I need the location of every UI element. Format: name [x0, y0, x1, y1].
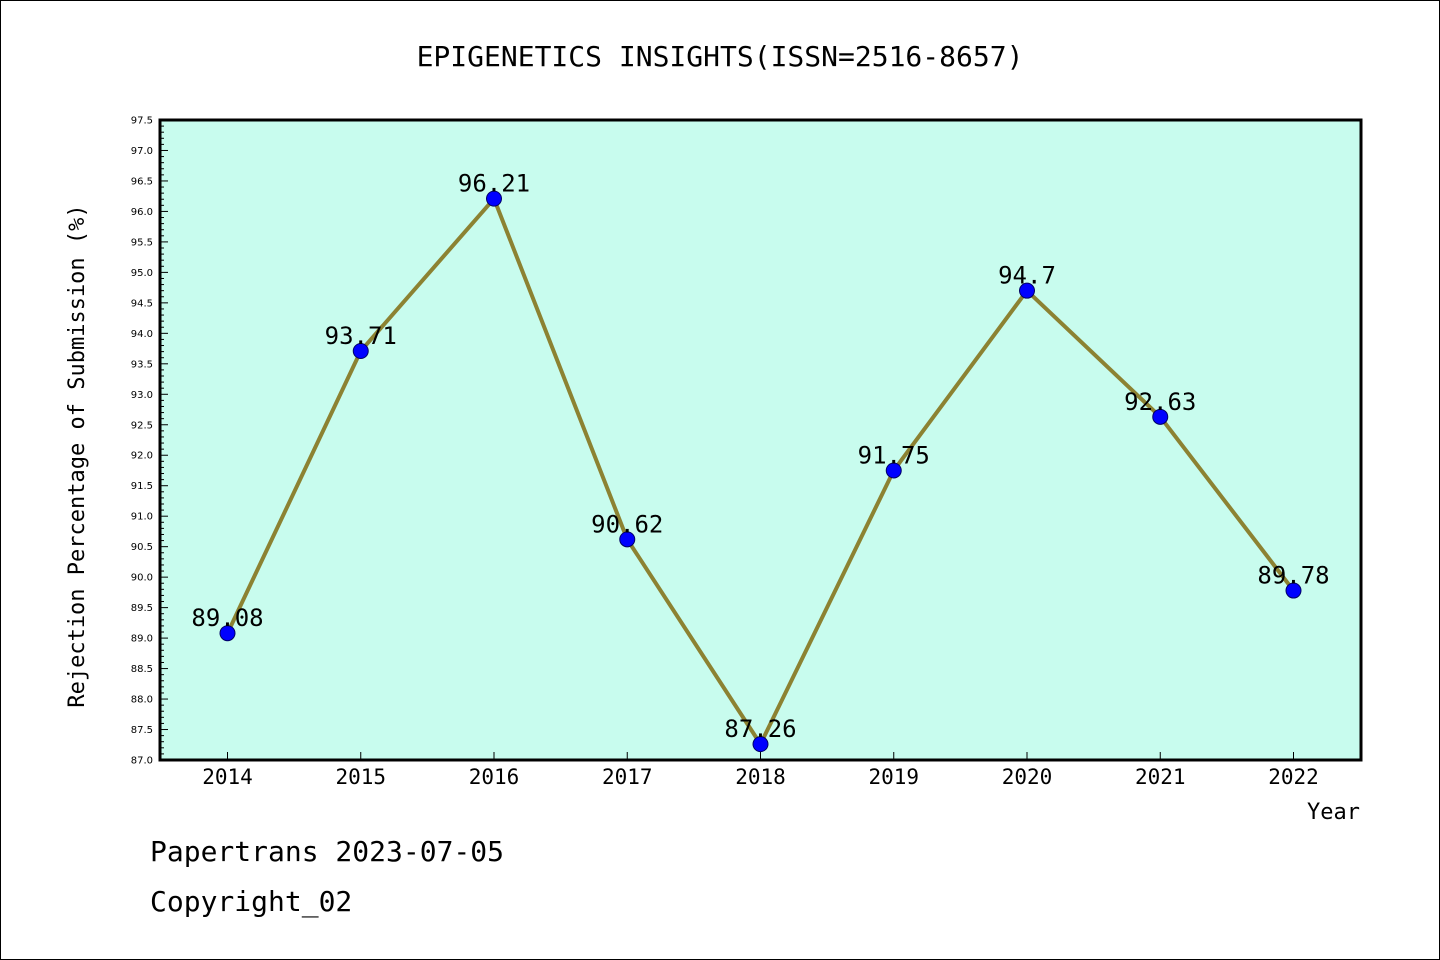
- data-label-2021: 92.63: [1124, 388, 1196, 416]
- y-tick-label: 88.0: [131, 695, 153, 706]
- plot-border: [158, 118, 1363, 762]
- y-tick-label: 95.5: [131, 237, 153, 248]
- data-label-2018: 87.26: [724, 715, 796, 743]
- x-tick-label: 2022: [1268, 765, 1319, 789]
- x-tick-label: 2020: [1002, 765, 1053, 789]
- x-tick-label: 2015: [335, 765, 386, 789]
- y-tick-label: 93.0: [131, 390, 153, 401]
- data-label-2019: 91.75: [858, 441, 930, 469]
- x-tick-label: 2021: [1135, 765, 1186, 789]
- data-label-2022: 89.78: [1257, 562, 1329, 590]
- y-tick-label: 88.5: [131, 664, 153, 675]
- y-tick-label: 90.5: [131, 542, 153, 553]
- data-point-2015: [352, 343, 369, 360]
- y-tick-label: 97.0: [131, 146, 153, 157]
- y-axis-label: Rejection Percentage of Submission (%): [65, 204, 90, 707]
- x-tick-label: 2018: [735, 765, 786, 789]
- data-point-2022: [1285, 582, 1302, 599]
- chart-title: EPIGENETICS INSIGHTS(ISSN=2516-8657): [417, 40, 1024, 73]
- y-tick-label: 87.5: [131, 725, 153, 736]
- series: [219, 190, 1302, 753]
- y-tick-label: 95.0: [131, 268, 153, 279]
- footer-date: Papertrans 2023-07-05: [150, 835, 505, 868]
- y-tick-label: 91.5: [131, 481, 153, 492]
- x-axis-label: Year: [1307, 800, 1360, 825]
- data-point-2017: [619, 531, 636, 548]
- y-tick-label: 97.5: [131, 116, 153, 127]
- y-tick-label: 89.0: [131, 634, 153, 645]
- x-tick-label: 2014: [202, 765, 253, 789]
- data-label-2016: 96.21: [458, 170, 530, 198]
- x-axis: 2014 2015 2016 2017 2018 2019 2020 2021 2022: [202, 752, 1319, 789]
- data-label-2014: 89.08: [191, 604, 263, 632]
- x-tick-label: 2019: [868, 765, 919, 789]
- data-label-2020: 94.7: [998, 262, 1056, 290]
- data-point-2019: [885, 462, 902, 479]
- y-tick-label: 92.5: [131, 420, 153, 431]
- y-tick-label: 89.5: [131, 603, 153, 614]
- data-point-2016: [486, 190, 502, 207]
- y-tick-label: 87.0: [131, 756, 153, 767]
- y-tick-label: 93.5: [131, 359, 153, 370]
- footer-copyright: Copyright_02: [150, 885, 353, 918]
- y-tick-label: 96.5: [131, 176, 153, 187]
- x-tick-label: 2016: [469, 765, 520, 789]
- data-labels: 89.08 93.71 96.21 90.62 87.26 91.75 94.7 92.63 8…: [191, 170, 1329, 744]
- data-label-2017: 90.62: [591, 510, 663, 538]
- data-point-2018: [752, 736, 769, 753]
- plot-area: [160, 120, 1361, 760]
- y-tick-label: 90.0: [131, 573, 153, 584]
- data-point-2020: [1019, 282, 1035, 299]
- data-point-2014: [219, 625, 236, 642]
- y-tick-label: 96.0: [131, 207, 153, 218]
- data-point-2021: [1152, 408, 1169, 425]
- x-tick-label: 2017: [602, 765, 653, 789]
- y-tick-label: 91.0: [131, 512, 153, 523]
- y-tick-label: 94.5: [131, 298, 153, 309]
- y-tick-label: 92.0: [131, 451, 153, 462]
- data-label-2015: 93.71: [325, 322, 397, 350]
- y-tick-label: 94.0: [131, 329, 153, 340]
